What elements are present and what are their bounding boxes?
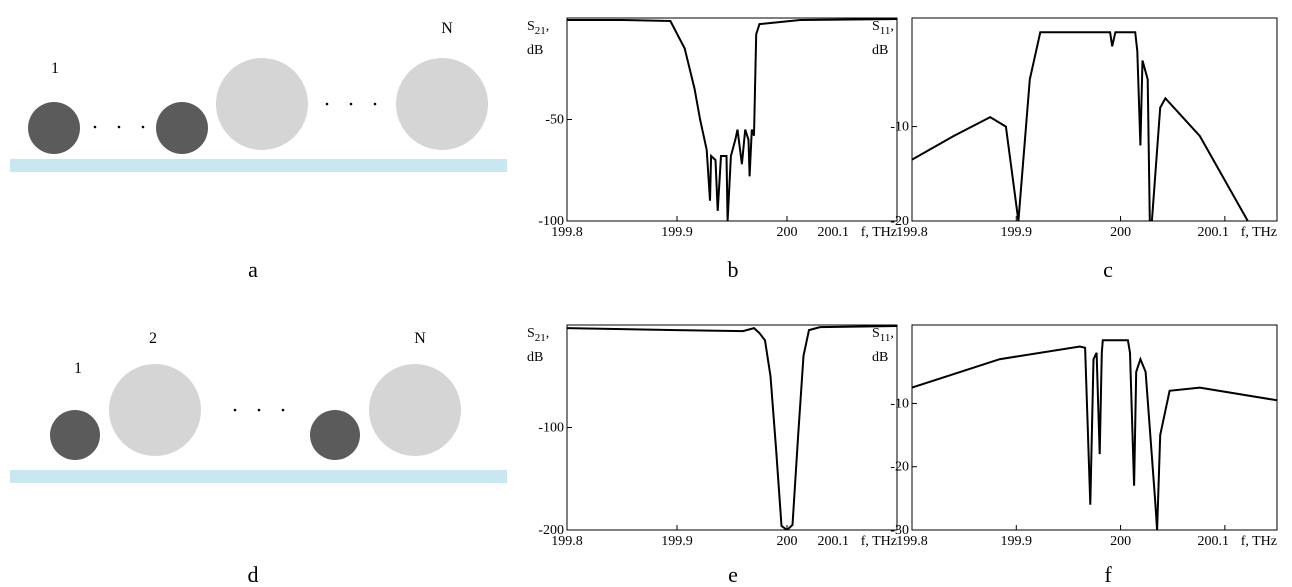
y-label-symbol: S (872, 19, 880, 34)
y-tick-label: -20 (890, 214, 909, 229)
frame (911, 17, 1278, 222)
substrate (10, 159, 507, 172)
small-resonator (50, 410, 100, 460)
resonator-label: N (441, 20, 453, 37)
y-label-subscript: 21 (535, 332, 546, 344)
x-axis-label: f, THz (1241, 225, 1277, 240)
x-tick-label: 199.8 (896, 225, 928, 240)
x-tick-label: 200.1 (818, 225, 850, 240)
y-axis-label: S21, (527, 19, 549, 37)
x-tick-label: 199.8 (896, 534, 928, 549)
large-resonator (369, 364, 461, 456)
y-label-symbol: S (527, 326, 535, 341)
large-resonator (396, 58, 488, 150)
y-tick-label: -100 (538, 421, 564, 436)
y-label-subscript: 11 (880, 332, 891, 344)
frame (566, 324, 898, 531)
caption: e (728, 562, 738, 587)
y-label-symbol: S (527, 19, 535, 34)
y-tick-label: -10 (890, 396, 909, 411)
caption: a (248, 257, 258, 282)
x-tick-label: 200.1 (1198, 534, 1230, 549)
frame (566, 17, 898, 222)
y-tick-label: -100 (538, 214, 564, 229)
y-axis-unit: dB (527, 350, 543, 365)
y-axis-unit: dB (872, 43, 888, 58)
resonator-label: 1 (51, 60, 59, 77)
small-resonator (310, 410, 360, 460)
caption: b (728, 257, 739, 282)
y-tick-label: -20 (890, 460, 909, 475)
y-axis-unit: dB (872, 350, 888, 365)
curve (912, 339, 1277, 530)
y-label-subscript: 21 (535, 25, 546, 37)
diagram-d: 1 2 N d (10, 330, 507, 587)
x-axis-label: f, THz (861, 225, 897, 240)
resonator-label: 2 (149, 330, 157, 347)
resonator-label: N (414, 330, 426, 347)
large-resonator (109, 364, 201, 456)
x-tick-label: 200 (1110, 225, 1131, 240)
x-tick-label: 199.8 (551, 225, 583, 240)
plot-area (912, 339, 1277, 530)
caption: f (1104, 562, 1112, 587)
curve (567, 325, 897, 530)
y-label-suffix: , (546, 19, 550, 34)
y-label-subscript: 11 (880, 25, 891, 37)
y-label-symbol: S (872, 326, 880, 341)
x-tick-label: 200 (1110, 534, 1131, 549)
plot-area (912, 31, 1249, 221)
x-tick-label: 199.9 (1001, 225, 1033, 240)
caption: c (1103, 257, 1113, 282)
x-tick-label: 200.1 (1198, 225, 1230, 240)
x-tick-label: 200.1 (818, 534, 850, 549)
diagram-a: 1 N a (10, 20, 507, 282)
small-resonator (28, 102, 80, 154)
x-tick-label: 199.8 (551, 534, 583, 549)
plot-area (567, 325, 897, 530)
curve (567, 18, 897, 221)
plot-area (567, 18, 897, 221)
ellipsis (93, 102, 377, 129)
y-tick-label: -50 (545, 113, 564, 128)
y-axis-label: S11, (872, 326, 894, 344)
y-label-suffix: , (890, 19, 894, 34)
x-tick-label: 200 (777, 225, 798, 240)
frame (911, 324, 1278, 531)
y-label-suffix: , (890, 326, 894, 341)
y-tick-label: -30 (890, 523, 909, 538)
y-axis-label: S21, (527, 326, 549, 344)
resonator-label: 1 (74, 360, 82, 377)
small-resonator (156, 102, 208, 154)
curve (912, 31, 1249, 221)
large-resonator (216, 58, 308, 150)
y-tick-label: -10 (890, 120, 909, 135)
caption: d (248, 562, 259, 587)
ellipsis (233, 408, 285, 412)
x-axis-label: f, THz (1241, 534, 1277, 549)
y-axis-unit: dB (527, 43, 543, 58)
substrate (10, 470, 507, 483)
y-label-suffix: , (546, 326, 550, 341)
x-axis-label: f, THz (861, 534, 897, 549)
x-tick-label: 199.9 (661, 534, 693, 549)
x-tick-label: 199.9 (661, 225, 693, 240)
y-tick-label: -200 (538, 523, 564, 538)
x-tick-label: 199.9 (1001, 534, 1033, 549)
x-tick-label: 200 (777, 534, 798, 549)
y-axis-label: S11, (872, 19, 894, 37)
